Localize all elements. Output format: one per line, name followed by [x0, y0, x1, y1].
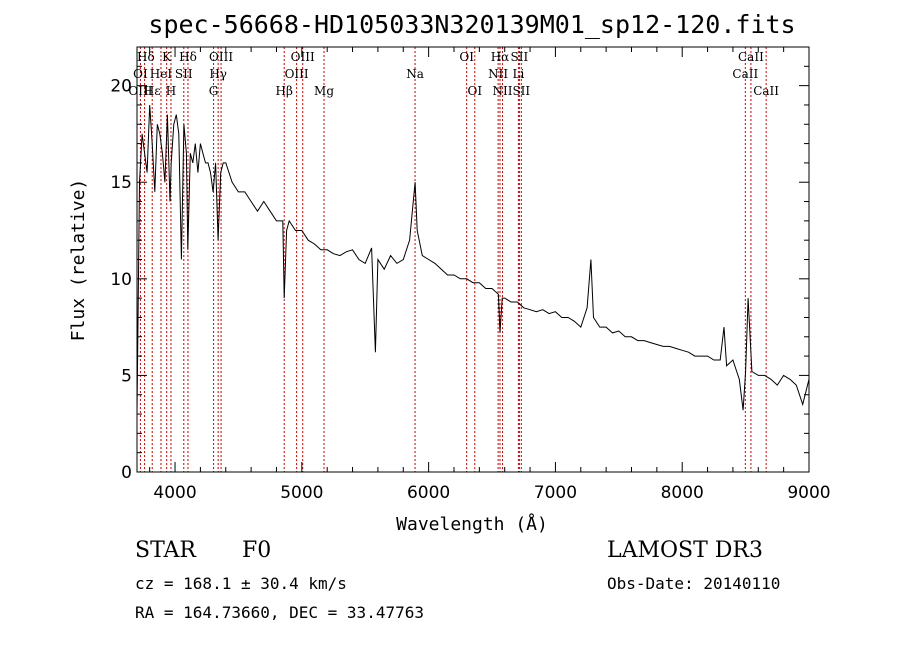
marker-label: Hγ — [209, 67, 227, 81]
observation-date: Obs-Date: 20140110 — [607, 574, 781, 593]
x-tick-label: 9000 — [787, 483, 830, 503]
survey-name: LAMOST DR3 — [607, 538, 763, 563]
x-axis-label: Wavelength (Å) — [396, 513, 548, 535]
marker-label: SII — [511, 50, 529, 64]
x-tick-label: 5000 — [280, 483, 323, 503]
marker-label: OIII — [291, 50, 315, 64]
marker-label: Hδ — [179, 50, 197, 64]
marker-label: OI — [459, 50, 474, 64]
redshift-info: cz = 168.1 ± 30.4 km/s — [135, 574, 347, 593]
marker-label: SII — [175, 67, 193, 81]
x-tick-label: 6000 — [407, 483, 450, 503]
y-axis-label: Flux (relative) — [68, 179, 89, 342]
x-tick-label: 8000 — [661, 483, 704, 503]
marker-label: NII — [488, 67, 508, 81]
spectrum-line — [136, 104, 810, 415]
y-axis-ticks: 0 5 10 15 20 — [110, 46, 809, 483]
y-tick-label: 15 — [110, 173, 132, 193]
y-tick-label: 20 — [110, 77, 132, 97]
marker-label: Mg — [314, 84, 334, 98]
chart-title: spec-56668-HD105033N320139M01_sp12-120.f… — [148, 10, 795, 39]
object-subclass: F0 — [242, 538, 272, 563]
marker-label: Hα — [491, 50, 510, 64]
emission-line-labels: Hδ OI OIII K HeI Hε Hδ SII H OIII Hγ G OIII OIII Hβ Mg N… — [128, 50, 779, 98]
marker-label: G — [209, 84, 219, 98]
marker-label: OIII — [285, 67, 309, 81]
marker-label: CaII — [738, 50, 764, 64]
marker-label: Hβ — [276, 84, 293, 98]
marker-label: OIII — [209, 50, 233, 64]
marker-label: H — [166, 84, 176, 98]
coordinates-info: RA = 164.73660, DEC = 33.47763 — [135, 603, 424, 622]
y-tick-label: 10 — [110, 270, 132, 290]
marker-label: CaII — [753, 84, 779, 98]
marker-label: Hδ — [137, 50, 155, 64]
x-tick-label: 4000 — [153, 483, 196, 503]
marker-label: Na — [406, 67, 424, 81]
marker-label: HeI — [150, 67, 173, 81]
marker-label: Li — [512, 67, 524, 81]
y-tick-label: 5 — [121, 366, 132, 386]
marker-label: OIII — [128, 84, 152, 98]
marker-label: Hε — [144, 84, 161, 98]
emission-line-markers — [139, 47, 767, 472]
marker-label: CaII — [732, 67, 758, 81]
x-tick-label: 7000 — [534, 483, 577, 503]
marker-label: NII — [493, 84, 513, 98]
marker-label: OI — [467, 84, 482, 98]
marker-label: SII — [512, 84, 530, 98]
marker-label: OI — [133, 67, 148, 81]
marker-label: K — [162, 50, 172, 64]
object-class: STAR — [135, 538, 196, 563]
x-axis-ticks: 4000 5000 6000 7000 8000 9000 — [149, 47, 831, 503]
y-tick-label: 0 — [121, 463, 132, 483]
plot-frame — [136, 46, 810, 473]
